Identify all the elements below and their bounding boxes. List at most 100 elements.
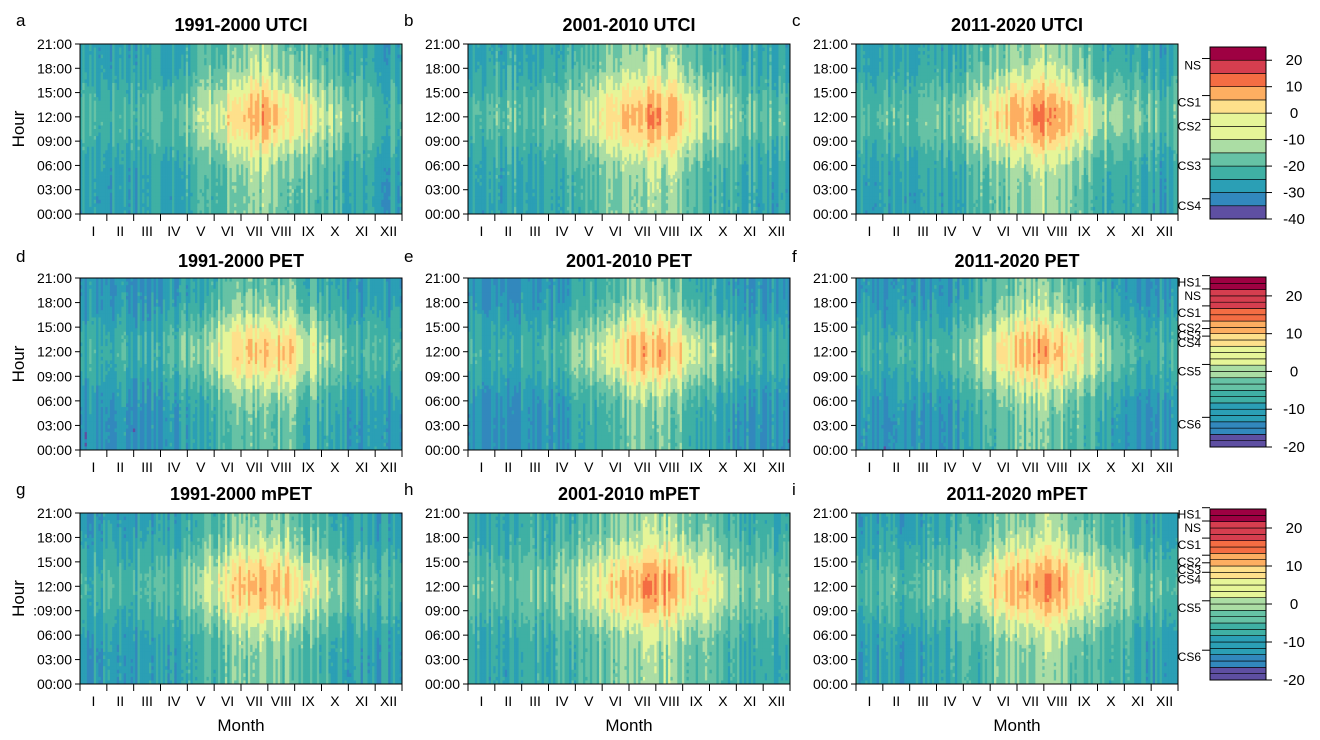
heatmap-cell [98, 196, 101, 200]
heatmap-cell [94, 72, 97, 76]
heatmap-cell [92, 136, 95, 140]
heatmap-cell [89, 168, 92, 172]
heatmap-cell [98, 125, 101, 129]
heatmap-cell [92, 44, 95, 48]
heatmap-cell [85, 55, 88, 59]
heatmap-cell [96, 125, 99, 129]
heatmap-cell [87, 182, 90, 186]
heatmap-cell [105, 118, 108, 122]
heatmap-cell [82, 203, 85, 207]
heatmap-cell [103, 58, 106, 62]
heatmap-cell [82, 189, 85, 193]
heatmap-cell [85, 83, 88, 87]
heatmap-cell [89, 196, 92, 200]
heatmap-cell [87, 72, 90, 76]
heatmap-cell [89, 154, 92, 158]
heatmap-cell [105, 115, 108, 119]
heatmap-cell [92, 157, 95, 161]
heatmap-cell [101, 94, 104, 98]
heatmap-cell [82, 101, 85, 105]
heatmap-cell [87, 196, 90, 200]
heatmap-cell [103, 168, 106, 172]
heatmap-cell [89, 207, 92, 211]
heatmap-cell [98, 179, 101, 183]
heatmap-cell [94, 196, 97, 200]
heatmap-cell [87, 172, 90, 176]
heatmap-cell [105, 172, 108, 176]
heatmap-cell [82, 207, 85, 211]
heatmap-cell [96, 115, 99, 119]
heatmap-cell [101, 189, 104, 193]
heatmap-cell [82, 62, 85, 66]
heatmap-cell [96, 122, 99, 126]
heatmap-cell [92, 122, 95, 126]
heatmap-cell [92, 108, 95, 112]
heatmap-cell [96, 44, 99, 48]
heatmap-cell [92, 161, 95, 165]
heatmap-cell [98, 136, 101, 140]
heatmap-cell [85, 90, 88, 94]
heatmap-cell [98, 94, 101, 98]
heatmap-cell [87, 147, 90, 151]
heatmap-cell [103, 44, 106, 48]
heatmap-cell [101, 115, 104, 119]
heatmap-cell [89, 62, 92, 66]
heatmap-cell [92, 104, 95, 108]
heatmap-cell [105, 207, 108, 211]
heatmap-cell [85, 164, 88, 168]
heatmap-cell [101, 175, 104, 179]
heatmap-cell [85, 161, 88, 165]
heatmap-cell [89, 175, 92, 179]
heatmap-cell [96, 69, 99, 73]
heatmap-cell [87, 193, 90, 197]
heatmap-cell [92, 129, 95, 133]
heatmap-cell [103, 136, 106, 140]
heatmap-cell [89, 90, 92, 94]
heatmap-cell [103, 62, 106, 66]
heatmap-cell [85, 62, 88, 66]
heatmap-cell [105, 200, 108, 204]
heatmap-cell [105, 48, 108, 52]
heatmap-cell [98, 150, 101, 154]
heatmap-cell [103, 104, 106, 108]
heatmap-cell [89, 157, 92, 161]
heatmap-cell [103, 69, 106, 73]
heatmap-cell [105, 69, 108, 73]
heatmap-cell [105, 65, 108, 69]
heatmap-cell [89, 65, 92, 69]
heatmap-cell [87, 168, 90, 172]
heatmap-cell [87, 154, 90, 158]
heatmap-cell [82, 154, 85, 158]
heatmap-cell [82, 143, 85, 147]
heatmap-cell [89, 111, 92, 115]
heatmap-cell [96, 133, 99, 137]
heatmap-cell [101, 150, 104, 154]
heatmap-cell [85, 97, 88, 101]
heatmap-cell [92, 72, 95, 76]
heatmap-cell [87, 83, 90, 87]
heatmap-cell [101, 55, 104, 59]
heatmap-cell [94, 136, 97, 140]
heatmap-cell [105, 111, 108, 115]
heatmap-cell [94, 168, 97, 172]
heatmap-cell [103, 101, 106, 105]
heatmap-cell [98, 172, 101, 176]
heatmap-cell [96, 97, 99, 101]
heatmap-cell [85, 125, 88, 129]
heatmap-cell [85, 189, 88, 193]
heatmap-cell [92, 168, 95, 172]
heatmap-cell [82, 164, 85, 168]
heatmap-cell [94, 207, 97, 211]
heatmap-cell [85, 175, 88, 179]
heatmap-cell [96, 65, 99, 69]
heatmap-cell [108, 48, 111, 52]
heatmap-cell [82, 150, 85, 154]
heatmap-cell [98, 193, 101, 197]
heatmap-cell [96, 58, 99, 62]
heatmap-cell [87, 129, 90, 133]
heatmap-cell [101, 186, 104, 190]
heatmap-cell [96, 104, 99, 108]
heatmap-cell [105, 104, 108, 108]
heatmap-cell [105, 94, 108, 98]
heatmap-cell [98, 111, 101, 115]
